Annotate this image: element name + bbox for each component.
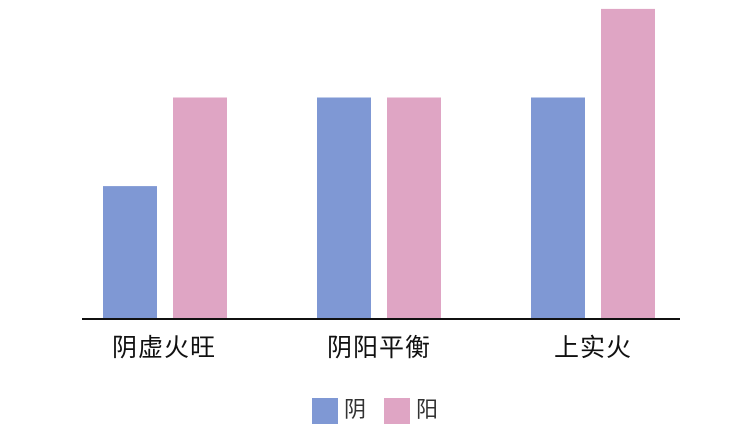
bar-series-0-category-2: [531, 97, 585, 319]
bar-series-1-category-2: [601, 8, 655, 320]
bar-series-1-category-0: [173, 97, 227, 319]
x-tick-label-0: 阴虚火旺: [111, 333, 216, 362]
bar-series-0-category-0: [103, 186, 157, 319]
bars-layer: [103, 8, 655, 320]
x-tick-label-1: 阴阳平衡: [326, 333, 431, 362]
legend-label-1: 阳: [416, 398, 439, 423]
x-tick-label-2: 上实火: [553, 333, 632, 362]
legend-item-0: 阴: [311, 398, 366, 424]
bar-series-1-category-1: [387, 97, 441, 319]
legend: 阴 阳: [0, 398, 750, 424]
legend-item-1: 阳: [384, 398, 438, 424]
legend-swatch-0: [311, 398, 338, 424]
legend-label-0: 阴: [343, 398, 366, 423]
legend-swatch-1: [384, 398, 410, 424]
bar-series-0-category-1: [317, 97, 371, 319]
